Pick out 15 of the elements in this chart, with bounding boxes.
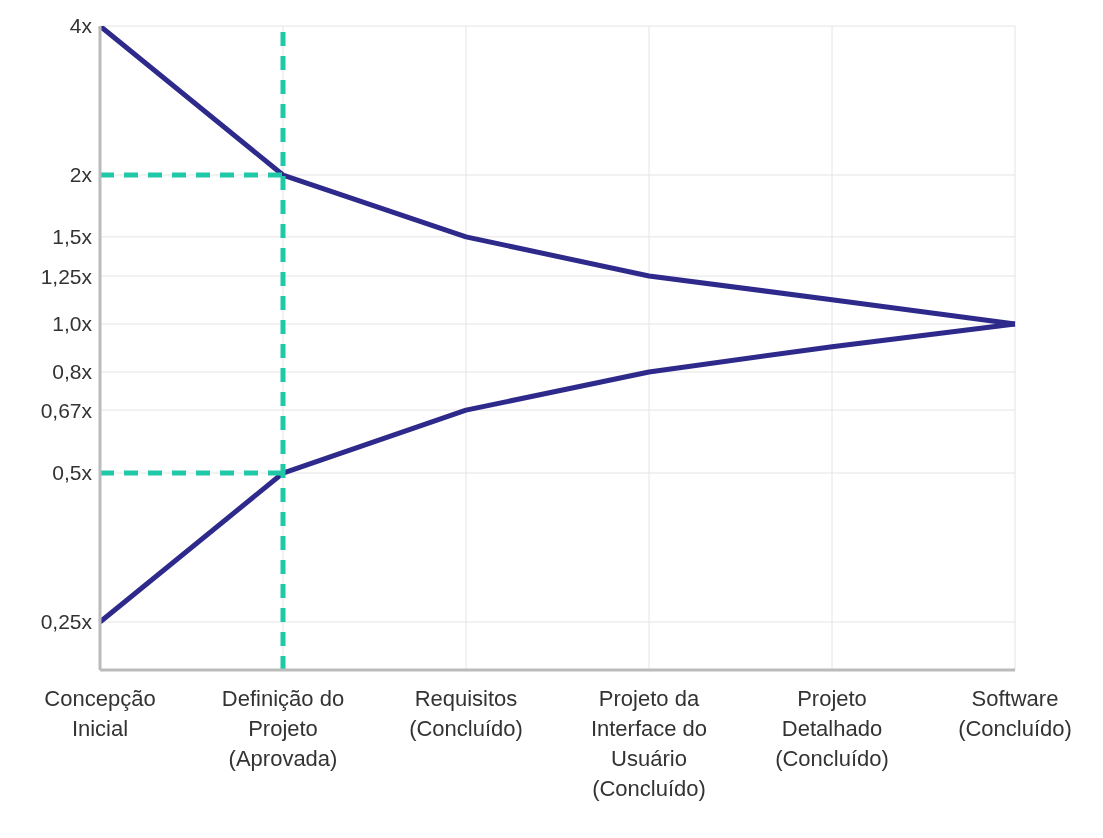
x-tick-label: Definição do Projeto (Aprovada) [221,686,345,771]
y-tick-label: 4x [69,14,93,38]
y-tick-label: 0,5x [52,461,93,485]
x-tick-label: Concepção Inicial [44,686,156,741]
x-tick-label: Projeto Detalhado (Concluído) [775,686,889,771]
x-tick-label: Projeto da Interface do Usuário (Concluído) [590,686,708,801]
y-tick-label: 0,8x [52,360,93,384]
y-tick-label: 0,67x [40,398,93,422]
x-tick-label: Requisitos (Concluído) [409,686,523,741]
y-tick-label: 2x [69,163,93,187]
x-tick-label: Software (Concluído) [958,686,1072,741]
y-tick-label: 1,25x [40,264,93,288]
y-tick-label: 1,0x [52,312,93,336]
y-tick-label: 1,5x [52,225,93,249]
y-tick-label: 0,25x [40,610,93,634]
